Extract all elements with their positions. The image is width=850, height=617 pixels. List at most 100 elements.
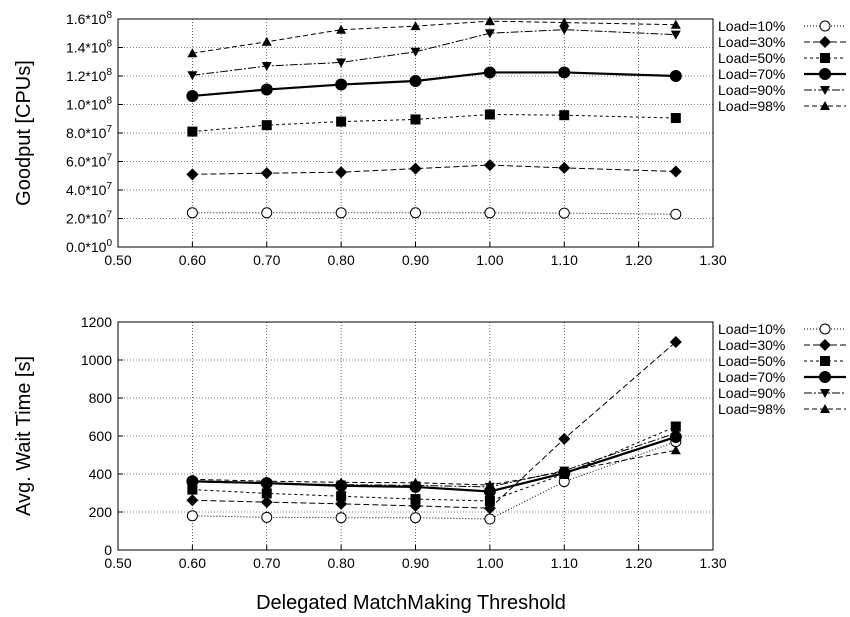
legend-marker	[820, 101, 830, 110]
data-point	[186, 168, 199, 181]
data-point	[187, 71, 198, 81]
data-point	[484, 513, 496, 525]
legend-label: Load=10%	[718, 321, 785, 337]
data-point	[670, 429, 681, 439]
x-tick-label: 0.50	[104, 252, 131, 268]
y-tick-label: 1.6*108	[66, 10, 112, 27]
y-tick-mantissa: 1.2*10	[66, 68, 107, 84]
goodput-y-axis-label: Goodput [CPUs]	[13, 60, 35, 206]
legend-marker	[819, 36, 831, 48]
data-point	[670, 19, 681, 29]
y-tick-exponent: 7	[106, 210, 112, 221]
data-point	[261, 207, 273, 219]
data-point	[187, 48, 198, 58]
y-tick-exponent: 8	[106, 67, 112, 78]
series-4	[186, 430, 682, 498]
legend-label: Load=90%	[718, 82, 785, 98]
data-point	[336, 491, 347, 502]
legend-marker	[819, 20, 831, 32]
data-point	[484, 495, 495, 506]
y-tick-exponent: 8	[106, 10, 112, 21]
data-point	[559, 466, 570, 476]
data-point	[558, 66, 571, 79]
data-point	[336, 116, 347, 127]
data-point	[669, 165, 682, 178]
data-point	[484, 109, 495, 120]
goodput-chart: Goodput [CPUs] 0.50 0.60 0.70 0.80 0.90 1.00 1…	[13, 10, 846, 268]
legend-entry: Load=50%	[718, 353, 846, 369]
series-6	[187, 445, 681, 490]
legend-marker	[820, 53, 830, 63]
y-tick-exponent: 8	[106, 96, 112, 107]
data-point	[670, 421, 681, 432]
y-tick-label: 1000	[81, 352, 112, 368]
legend-label: Load=70%	[718, 66, 785, 82]
legend-entry: Load=98%	[718, 98, 846, 114]
x-tick-label: 0.60	[179, 555, 206, 571]
data-point	[335, 78, 348, 91]
data-point	[410, 477, 421, 487]
x-tick-label: 1.10	[551, 555, 578, 571]
legend-entry: Load=10%	[718, 321, 846, 337]
data-point	[484, 207, 496, 219]
y-tick-label: 1.0*108	[66, 96, 112, 113]
data-point	[260, 167, 273, 180]
legend-entry: Load=10%	[718, 18, 846, 34]
data-point	[261, 36, 272, 46]
x-tick-label: 1.00	[476, 252, 503, 268]
data-point	[410, 207, 421, 219]
data-point	[186, 89, 199, 102]
wait-time-y-axis-label: Avg. Wait Time [s]	[13, 356, 35, 516]
data-point	[261, 62, 272, 72]
data-point	[409, 162, 422, 175]
x-tick-label: 1.30	[699, 555, 726, 571]
legend-marker	[819, 371, 831, 383]
data-point	[410, 114, 421, 125]
y-tick-mantissa: 2.0*10	[66, 211, 107, 227]
legend-marker	[819, 68, 831, 80]
y-tick-label: 600	[89, 428, 113, 444]
series-2	[186, 159, 682, 181]
y-tick-exponent: 7	[106, 153, 112, 164]
legend: Load=10%Load=30%Load=50%Load=70%Load=90%…	[718, 321, 846, 417]
series-1	[186, 436, 682, 525]
data-point	[558, 161, 571, 174]
x-tick-label: 0.50	[104, 555, 131, 571]
y-tick-mantissa: 1.4*10	[66, 40, 107, 56]
x-tick-label: 0.80	[328, 555, 355, 571]
x-tick-label: 0.80	[328, 252, 355, 268]
x-tick-label: 0.60	[179, 252, 206, 268]
y-tick-label: 1.4*108	[66, 39, 112, 56]
data-point	[336, 24, 347, 34]
y-tick-exponent: 8	[106, 39, 112, 50]
legend-marker	[820, 389, 830, 398]
data-point	[335, 512, 347, 524]
legend-marker	[819, 339, 831, 351]
legend-entry: Load=30%	[718, 34, 846, 50]
data-point	[558, 207, 570, 219]
data-point	[670, 445, 681, 455]
data-point	[186, 207, 198, 219]
data-point	[410, 47, 421, 57]
x-axis-label: Delegated MatchMaking Threshold	[256, 592, 566, 614]
legend: Load=10%Load=30%Load=50%Load=70%Load=90%…	[718, 18, 846, 114]
y-tick-mantissa: 4.0*10	[66, 182, 107, 198]
y-tick-mantissa: 0.0*10	[66, 239, 107, 255]
y-tick-label: 800	[89, 390, 113, 406]
x-tick-label: 1.30	[699, 252, 726, 268]
x-tick-label: 0.70	[253, 252, 280, 268]
data-point	[669, 335, 682, 348]
x-tick-label: 1.20	[625, 252, 652, 268]
series-line	[192, 29, 676, 76]
legend-label: Load=30%	[718, 34, 785, 50]
series-2	[186, 335, 682, 515]
series-1	[186, 207, 682, 220]
legend-marker	[819, 323, 831, 335]
x-tick-label: 1.00	[476, 555, 503, 571]
series-4	[186, 66, 682, 102]
data-point	[670, 208, 682, 220]
data-point	[670, 113, 681, 124]
x-tick-label: 1.10	[551, 252, 578, 268]
data-point	[335, 166, 348, 179]
y-tick-label: 8.0*107	[66, 124, 112, 141]
